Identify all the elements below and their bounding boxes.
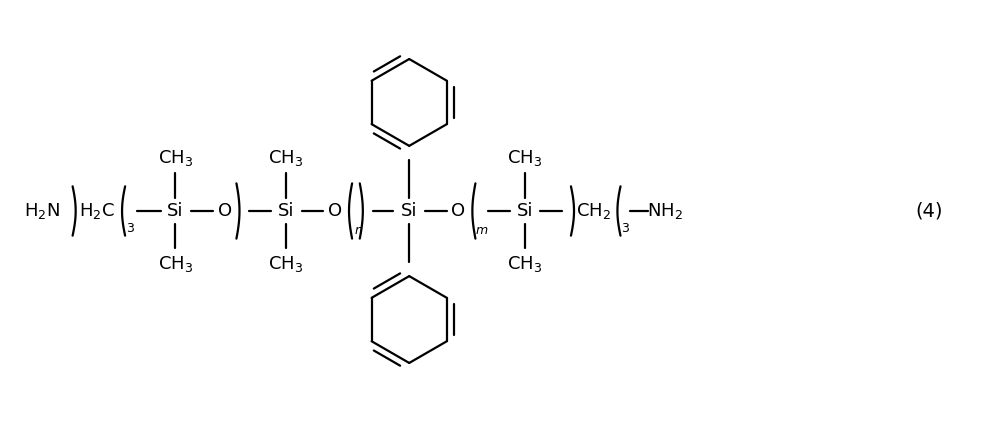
- Text: 3: 3: [127, 222, 134, 235]
- Text: (4): (4): [916, 202, 943, 221]
- Text: $\mathregular{CH_3}$: $\mathregular{CH_3}$: [268, 254, 303, 274]
- Text: 3: 3: [621, 222, 629, 235]
- Text: Si: Si: [516, 202, 533, 220]
- Text: Si: Si: [401, 202, 417, 220]
- Text: $\mathregular{CH_3}$: $\mathregular{CH_3}$: [158, 254, 193, 274]
- Text: Si: Si: [278, 202, 294, 220]
- Text: $\mathregular{CH_3}$: $\mathregular{CH_3}$: [507, 148, 542, 168]
- Text: $\mathregular{NH_2}$: $\mathregular{NH_2}$: [647, 201, 683, 221]
- Text: $\mathregular{CH_3}$: $\mathregular{CH_3}$: [158, 148, 193, 168]
- Text: n: n: [354, 224, 362, 237]
- Text: m: m: [476, 224, 488, 237]
- Text: O: O: [328, 202, 342, 220]
- Text: $\mathregular{CH_2}$: $\mathregular{CH_2}$: [576, 201, 611, 221]
- Text: $\mathregular{CH_3}$: $\mathregular{CH_3}$: [268, 148, 303, 168]
- Text: $\mathregular{CH_3}$: $\mathregular{CH_3}$: [507, 254, 542, 274]
- Text: Si: Si: [167, 202, 184, 220]
- Text: O: O: [451, 202, 466, 220]
- Text: O: O: [218, 202, 232, 220]
- Text: $\mathregular{H_2N}$: $\mathregular{H_2N}$: [24, 201, 60, 221]
- Text: $\mathregular{H_2C}$: $\mathregular{H_2C}$: [79, 201, 114, 221]
